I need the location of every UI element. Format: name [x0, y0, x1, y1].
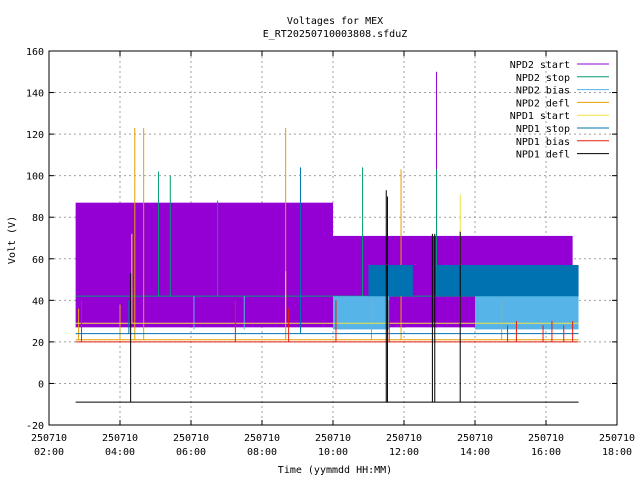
x-tick-time: 14:00 — [460, 447, 490, 458]
legend-label: NPD2 stop — [516, 73, 570, 84]
x-tick-time: 16:00 — [531, 447, 561, 458]
x-tick-date: 250710 — [599, 433, 635, 444]
x-tick-date: 250710 — [528, 433, 564, 444]
legend-label: NPD2 bias — [516, 86, 570, 97]
x-tick-date: 250710 — [386, 433, 422, 444]
legend-label: NPD1 stop — [516, 124, 570, 135]
x-tick-time: 06:00 — [176, 447, 206, 458]
x-axis-label: Time (yymmdd HH:MM) — [278, 465, 392, 476]
y-tick-label: 160 — [26, 47, 44, 58]
legend-label: NPD2 start — [510, 60, 570, 71]
y-tick-label: 80 — [32, 213, 44, 224]
x-tick-time: 02:00 — [34, 447, 64, 458]
y-tick-label: -20 — [26, 421, 44, 432]
y-tick-label: 120 — [26, 130, 44, 141]
series-band — [333, 296, 390, 330]
x-tick-date: 250710 — [102, 433, 138, 444]
x-tick-time: 04:00 — [105, 447, 135, 458]
legend-label: NPD2 defl — [516, 98, 570, 109]
y-tick-label: 60 — [32, 255, 44, 266]
y-tick-label: 20 — [32, 338, 44, 349]
x-tick-date: 250710 — [244, 433, 280, 444]
y-axis-label: Volt (V) — [7, 216, 18, 264]
chart-subtitle: E_RT20250710003808.sfduZ — [263, 29, 408, 40]
plot-area — [75, 71, 579, 403]
y-tick-label: 0 — [38, 379, 44, 390]
y-tick-label: 40 — [32, 296, 44, 307]
series-band — [75, 202, 333, 328]
x-tick-time: 08:00 — [247, 447, 277, 458]
legend-label: NPD1 defl — [516, 150, 570, 161]
y-tick-label: 100 — [26, 172, 44, 183]
x-tick-time: 10:00 — [318, 447, 348, 458]
chart-title: Voltages for MEX — [287, 16, 383, 27]
x-tick-time: 12:00 — [389, 447, 419, 458]
x-tick-date: 250710 — [173, 433, 209, 444]
series-band — [475, 296, 579, 330]
series-npd1-bias — [75, 300, 579, 343]
series-npd1-defl — [75, 190, 579, 403]
y-axis-ticks: -20 0 20 40 60 80 100 120 140 160 — [26, 47, 617, 432]
series-npd2-bias — [193, 296, 579, 330]
y-tick-label: 140 — [26, 89, 44, 100]
x-tick-date: 250710 — [315, 433, 351, 444]
series-band — [368, 265, 413, 297]
legend-label: NPD1 start — [510, 111, 570, 122]
legend-label: NPD1 bias — [516, 137, 570, 148]
series-band — [436, 265, 579, 297]
x-tick-time: 18:00 — [602, 447, 632, 458]
x-axis-ticks: 250710 02:00 250710 04:00 250710 06:00 250710 0… — [31, 51, 635, 458]
x-tick-date: 250710 — [31, 433, 67, 444]
x-tick-date: 250710 — [457, 433, 493, 444]
